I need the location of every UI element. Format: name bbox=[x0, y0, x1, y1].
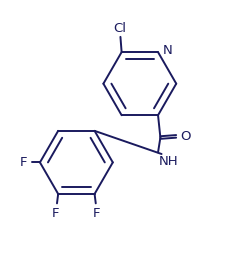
Text: NH: NH bbox=[159, 155, 179, 168]
Text: F: F bbox=[52, 207, 59, 220]
Text: Cl: Cl bbox=[113, 22, 126, 35]
Text: O: O bbox=[180, 130, 191, 143]
Text: F: F bbox=[93, 207, 101, 220]
Text: F: F bbox=[20, 156, 28, 169]
Text: N: N bbox=[163, 44, 173, 57]
